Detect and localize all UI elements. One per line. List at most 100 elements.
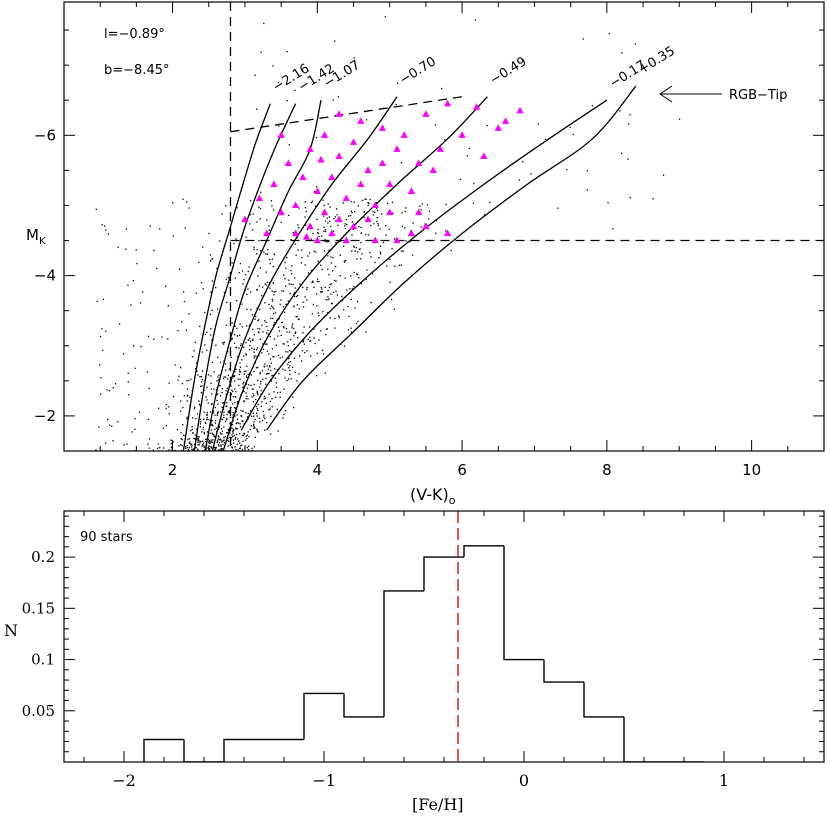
field-star — [209, 432, 211, 434]
field-star — [270, 317, 272, 320]
rgb-star — [494, 124, 502, 131]
field-star — [180, 444, 182, 446]
field-star — [281, 356, 284, 358]
field-star — [379, 245, 382, 247]
field-star — [168, 413, 170, 415]
field-star — [221, 448, 224, 450]
field-star — [338, 315, 340, 317]
field-star — [320, 330, 322, 332]
longitude-annotation: l=−0.89° — [104, 27, 165, 42]
field-star — [184, 227, 186, 229]
field-star — [331, 302, 333, 305]
field-star — [172, 395, 175, 398]
field-star — [225, 393, 227, 396]
field-star — [205, 438, 207, 440]
field-star — [273, 391, 275, 393]
field-star — [253, 355, 256, 357]
field-star — [373, 223, 375, 225]
field-star — [245, 325, 248, 327]
field-star — [652, 198, 654, 200]
field-star — [191, 448, 193, 451]
field-star — [334, 327, 336, 329]
field-star — [257, 327, 259, 330]
field-star — [607, 202, 609, 204]
field-star — [274, 368, 276, 370]
field-star — [258, 386, 261, 388]
field-star — [167, 406, 170, 408]
field-star — [400, 162, 403, 164]
field-star — [305, 210, 307, 213]
field-star — [216, 393, 219, 395]
field-star — [385, 234, 387, 236]
cmd-x-tick-label: 10 — [742, 461, 761, 479]
field-star — [231, 446, 233, 448]
field-star — [205, 422, 207, 425]
field-star — [256, 253, 258, 255]
field-star — [241, 449, 244, 451]
field-star — [441, 87, 443, 90]
field-star — [134, 367, 136, 369]
field-star — [336, 208, 338, 210]
field-star — [284, 261, 286, 264]
field-star — [320, 264, 322, 267]
field-star — [268, 393, 270, 395]
field-star — [275, 386, 278, 388]
field-star — [206, 414, 208, 416]
field-star — [254, 427, 256, 429]
field-star — [234, 438, 236, 440]
field-star — [214, 420, 217, 422]
field-star — [223, 376, 225, 378]
field-star — [355, 322, 358, 325]
field-star — [216, 308, 219, 310]
field-star — [314, 342, 316, 345]
rgb-star — [335, 110, 343, 117]
field-star — [280, 334, 282, 337]
field-star — [233, 342, 236, 344]
isochrone-labels: −2.16−1.42−1.07 −0.70 −0.49 −0.17+0.35 — [270, 44, 677, 95]
field-star — [240, 344, 242, 347]
field-star — [251, 415, 253, 417]
field-star — [225, 390, 227, 392]
field-star — [242, 383, 244, 385]
field-star — [332, 99, 334, 101]
field-star — [253, 415, 255, 417]
histogram-bin — [383, 590, 424, 717]
field-star — [117, 246, 119, 249]
field-star — [315, 251, 317, 253]
field-star — [262, 348, 265, 351]
isochrones — [182, 85, 637, 451]
field-star — [245, 354, 247, 356]
field-star — [241, 270, 244, 272]
field-star — [275, 382, 278, 384]
field-star — [254, 318, 256, 320]
field-star — [329, 317, 331, 319]
field-star — [289, 331, 291, 333]
field-star — [259, 421, 261, 423]
field-star — [105, 330, 107, 332]
field-star — [222, 343, 225, 345]
field-star — [245, 370, 247, 372]
field-star — [203, 445, 205, 447]
field-star — [183, 300, 186, 303]
field-star — [196, 413, 199, 415]
field-star — [267, 368, 270, 370]
field-star — [629, 196, 631, 199]
field-star — [320, 286, 322, 289]
field-star — [227, 431, 229, 434]
field-star — [350, 210, 353, 212]
field-star — [338, 316, 340, 318]
field-star — [316, 352, 318, 355]
field-star — [177, 330, 179, 332]
field-star — [382, 241, 384, 244]
field-star — [376, 209, 379, 212]
field-star — [392, 212, 394, 214]
field-star — [375, 201, 378, 204]
field-star — [293, 335, 295, 337]
field-star — [235, 347, 238, 349]
field-star — [258, 240, 260, 242]
field-star — [283, 388, 285, 390]
field-star — [322, 353, 325, 355]
histogram — [143, 545, 704, 762]
field-star — [318, 280, 320, 283]
field-star — [214, 428, 216, 431]
